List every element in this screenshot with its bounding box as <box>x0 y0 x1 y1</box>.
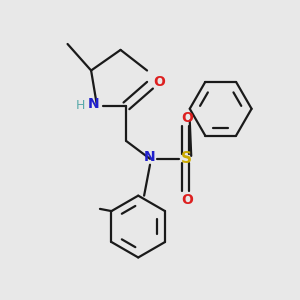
Text: O: O <box>181 111 193 124</box>
Text: O: O <box>153 75 165 89</box>
Text: S: S <box>181 151 192 166</box>
Text: O: O <box>181 193 193 207</box>
Text: N: N <box>88 98 100 111</box>
Text: N: N <box>144 150 156 164</box>
Text: H: H <box>76 99 86 112</box>
